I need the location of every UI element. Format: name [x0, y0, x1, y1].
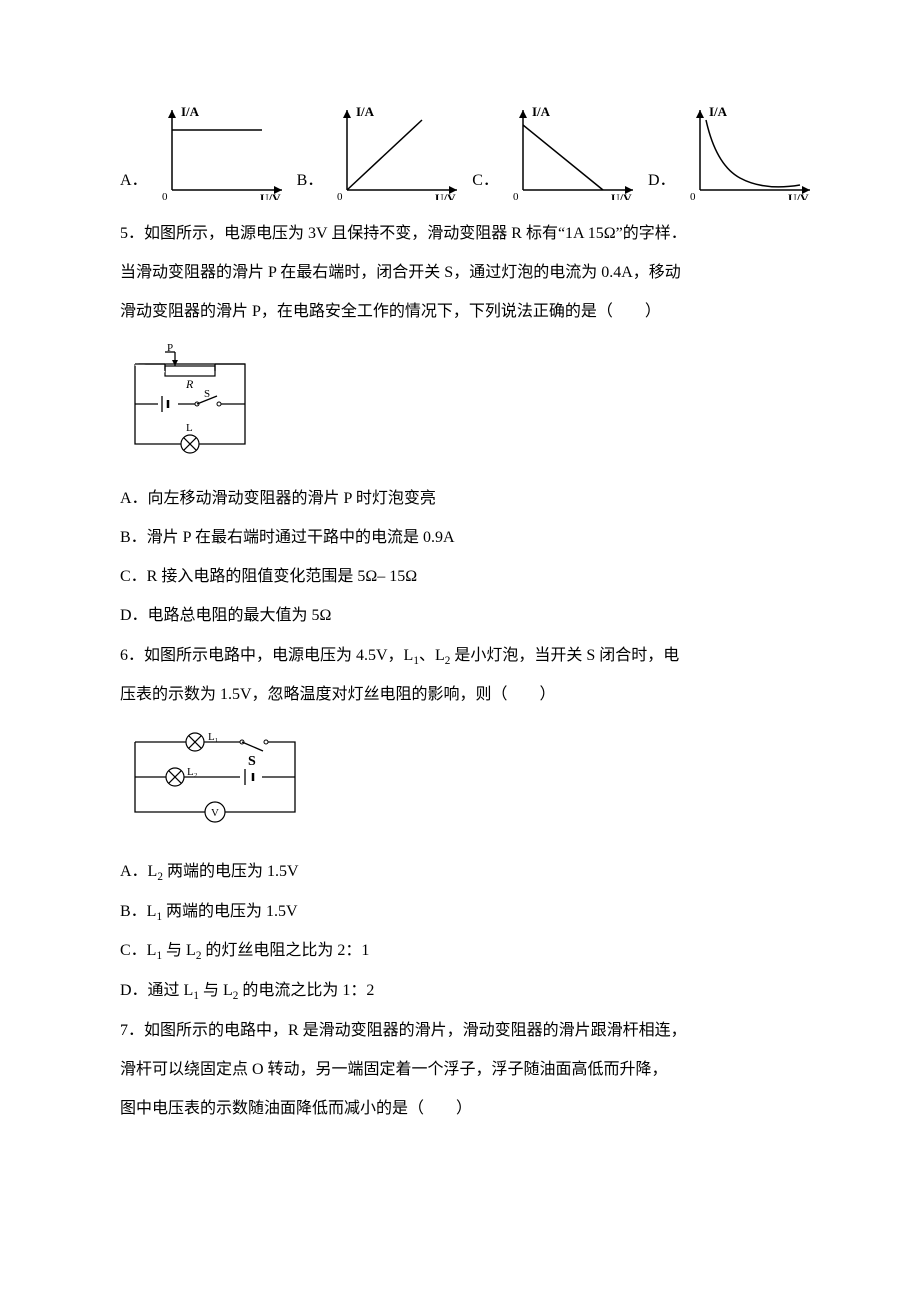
- q5-circuit-diagram: P R S L: [120, 344, 800, 467]
- q5-option-c: C．R 接入电路的阻值变化范围是 5Ω– 15Ω: [120, 559, 800, 594]
- q5-stem-line3: 滑动变阻器的滑片 P，在电路安全工作的情况下，下列说法正确的是（ ）: [120, 294, 800, 329]
- svg-text:0: 0: [337, 191, 343, 200]
- svg-text:0: 0: [513, 191, 519, 200]
- q6-option-d: D．通过 L1 与 L2 的电流之比为 1：2: [120, 973, 800, 1009]
- svg-text:S: S: [248, 754, 256, 769]
- option-a-label: A．: [120, 163, 148, 200]
- svg-text:S: S: [204, 388, 210, 400]
- option-d-cell: D． I/A U/V 0: [648, 100, 815, 200]
- svg-text:U/V: U/V: [611, 191, 632, 200]
- q6-option-a: A．L2 两端的电压为 1.5V: [120, 854, 800, 890]
- option-c-label: C．: [472, 163, 499, 200]
- q7-stem-line3: 图中电压表的示数随油面降低而减小的是（ ）: [120, 1091, 800, 1126]
- q5-stem-line1: 5．如图所示，电源电压为 3V 且保持不变，滑动变阻器 R 标有“1A 15Ω”…: [120, 216, 800, 251]
- y-axis-label: I/A: [181, 104, 200, 119]
- svg-text:P: P: [167, 344, 173, 354]
- svg-text:L₁: L₁: [208, 731, 219, 743]
- option-b-label: B．: [297, 163, 324, 200]
- q7-stem-line1: 7．如图所示的电路中，R 是滑动变阻器的滑片，滑动变阻器的滑片跟滑杆相连，: [120, 1013, 800, 1048]
- graph-options-row: A． I/A U/V 0 B． I/A U/V: [120, 100, 800, 200]
- option-d-label: D．: [648, 163, 676, 200]
- graph-c-linear-down: I/A U/V 0: [503, 100, 638, 200]
- document-page: A． I/A U/V 0 B． I/A U/V: [0, 0, 920, 1302]
- option-c-cell: C． I/A U/V 0: [472, 100, 638, 200]
- svg-text:R: R: [185, 377, 194, 391]
- x-axis-label: U/V: [260, 191, 281, 200]
- q5-option-d: D．电路总电阻的最大值为 5Ω: [120, 598, 800, 633]
- q5-option-a: A．向左移动滑动变阻器的滑片 P 时灯泡变亮: [120, 481, 800, 516]
- q5-stem-line2: 当滑动变阻器的滑片 P 在最右端时，闭合开关 S，通过灯泡的电流为 0.4A，移…: [120, 255, 800, 290]
- graph-a-constant: I/A U/V 0: [152, 100, 287, 200]
- graph-b-linear: I/A U/V 0: [327, 100, 462, 200]
- svg-text:V: V: [211, 807, 219, 819]
- graph-d-inverse: I/A U/V 0: [680, 100, 815, 200]
- q6-stem-line1: 6．如图所示电路中，电源电压为 4.5V，L1、L2 是小灯泡，当开关 S 闭合…: [120, 638, 800, 674]
- option-b-cell: B． I/A U/V 0: [297, 100, 463, 200]
- q6-circuit-diagram: L₁ S L₂ V: [120, 727, 800, 840]
- q7-stem-line2: 滑杆可以绕固定点 O 转动，另一端固定着一个浮子，浮子随油面高低而升降，: [120, 1052, 800, 1087]
- option-a-cell: A． I/A U/V 0: [120, 100, 287, 200]
- svg-text:U/V: U/V: [435, 191, 456, 200]
- q6-option-b: B．L1 两端的电压为 1.5V: [120, 894, 800, 930]
- q6-option-c: C．L1 与 L2 的灯丝电阻之比为 2：1: [120, 933, 800, 969]
- svg-text:I/A: I/A: [709, 104, 728, 119]
- svg-text:L₂: L₂: [187, 766, 198, 778]
- svg-text:U/V: U/V: [788, 191, 809, 200]
- svg-text:0: 0: [690, 191, 696, 200]
- svg-text:L: L: [186, 422, 193, 434]
- q6-stem-line2: 压表的示数为 1.5V，忽略温度对灯丝电阻的影响，则（ ）: [120, 677, 800, 712]
- origin-label: 0: [162, 191, 168, 200]
- svg-text:I/A: I/A: [356, 104, 375, 119]
- q5-option-b: B．滑片 P 在最右端时通过干路中的电流是 0.9A: [120, 520, 800, 555]
- svg-text:I/A: I/A: [532, 104, 551, 119]
